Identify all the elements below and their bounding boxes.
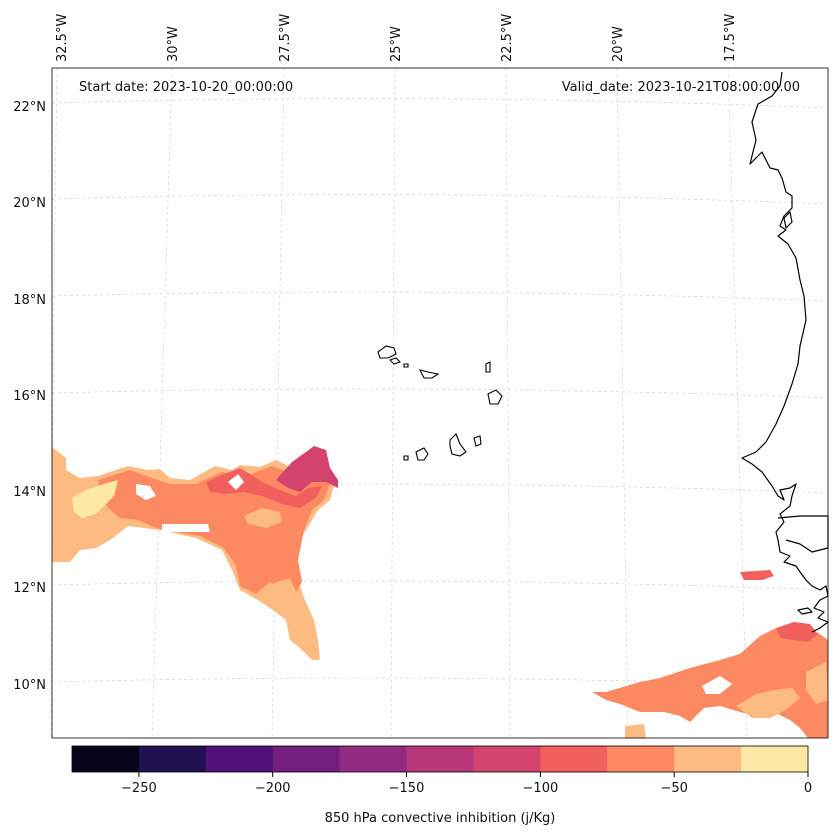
colorbar-tick-label: −50	[660, 781, 687, 796]
colorbar-swatch	[205, 746, 274, 772]
africa-coast	[741, 71, 829, 633]
island-sao-nicolau	[418, 369, 440, 379]
lon-label: 17.5°W	[723, 14, 738, 62]
colorbar-swatch	[741, 746, 809, 772]
colorbar-tick-label: 0	[804, 781, 812, 796]
lon-axis-labels: 32.5°W 30°W 27.5°W 25°W 22.5°W 20°W 17.5…	[55, 14, 738, 62]
lon-label: 20°W	[611, 26, 626, 62]
colorbar-swatch	[138, 746, 207, 772]
lon-label: 30°W	[166, 26, 181, 62]
colorbar-tick-labels: −250 −200 −150 −100 −50 0	[121, 781, 812, 796]
island-santo-antao	[377, 345, 397, 359]
colorbar-swatch	[339, 746, 408, 772]
colorbar-swatch	[540, 746, 608, 772]
cin-hole-west-3	[228, 474, 244, 490]
colorbar-swatch	[72, 746, 140, 772]
cin-field-west	[52, 446, 338, 660]
colorbar-swatch	[674, 746, 742, 772]
map-frame	[51, 67, 829, 739]
cin-region-50-to-25-se3	[625, 724, 646, 738]
lon-label: 22.5°W	[500, 14, 515, 62]
valid-date-label: Valid_date: 2023-10-21T08:00:00.00	[562, 80, 800, 95]
colorbar-tick-label: −100	[523, 781, 559, 796]
lat-label: 20°N	[13, 196, 46, 211]
colorbar-swatch	[607, 746, 675, 772]
cin-hole-west	[136, 484, 156, 500]
colorbar-frame	[71, 745, 809, 773]
island-brava	[403, 455, 409, 461]
lat-label: 18°N	[13, 293, 46, 308]
cin-region-50-to-25-se2	[806, 662, 828, 704]
lat-label: 22°N	[13, 100, 46, 115]
lon-label: 27.5°W	[278, 14, 293, 62]
lon-label: 32.5°W	[55, 14, 70, 62]
island-boa-vista	[487, 389, 503, 405]
colorbar-swatch	[272, 746, 341, 772]
cin-region-25-to-0-west	[72, 480, 118, 518]
coastline	[741, 71, 829, 633]
island-santiago	[449, 433, 467, 457]
colorbar-tick-label: −150	[389, 781, 425, 796]
cin-region-50-to-25-se	[736, 688, 800, 718]
colorbar-tick-label: −200	[255, 781, 291, 796]
cin-hole-west-2	[162, 524, 210, 532]
gridlines	[50, 67, 829, 739]
colorbar-swatches	[72, 746, 809, 772]
start-date-label: Start date: 2023-10-20_00:00:00	[79, 80, 293, 95]
colorbar-swatch	[406, 746, 474, 772]
cin-region-100-to-75-coast	[740, 570, 774, 580]
lat-label: 14°N	[13, 485, 46, 500]
colorbar: −250 −200 −150 −100 −50 0 850 hPa convec…	[71, 745, 812, 826]
cin-hole-se	[702, 676, 732, 694]
island-maio	[473, 435, 482, 447]
lat-label: 12°N	[13, 581, 46, 596]
cin-region-125-to-100-west	[276, 446, 338, 492]
island-sao-vicente	[388, 357, 402, 365]
cin-field-southeast	[592, 570, 828, 738]
colorbar-label: 850 hPa convective inhibition (j/Kg)	[325, 811, 556, 826]
cin-region-100-to-75-se	[776, 622, 818, 642]
colorbar-ticks	[138, 772, 809, 777]
island-fogo	[415, 447, 429, 461]
lon-label: 25°W	[389, 26, 404, 62]
cin-region-50-to-25-inner	[244, 508, 282, 528]
island-santa-luzia	[403, 363, 409, 368]
lat-label: 10°N	[13, 678, 46, 693]
cape-verde-islands	[377, 345, 503, 461]
island-sal	[485, 361, 491, 373]
lat-axis-labels: 22°N 20°N 18°N 16°N 14°N 12°N 10°N	[13, 100, 46, 693]
colorbar-tick-label: −250	[121, 781, 157, 796]
cin-region-50-to-25-tail	[272, 578, 314, 636]
colorbar-swatch	[473, 746, 541, 772]
lat-label: 16°N	[13, 389, 46, 404]
